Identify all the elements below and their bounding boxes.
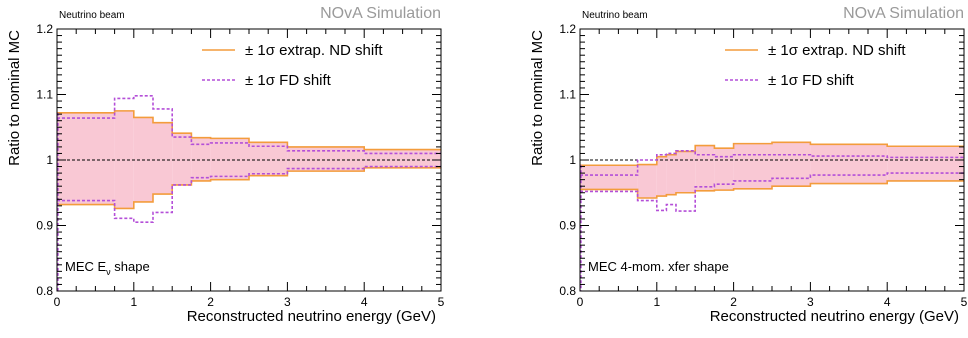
y-ticks [57,28,441,292]
y-tick-label: 1 [46,153,53,167]
band-bin [695,145,715,191]
panel-label: MEC 4-mom. xfer shape [588,259,729,274]
watermark: NOvA Simulation [320,5,441,22]
x-tick-label: 4 [361,295,368,309]
panel-label-suffix: shape [111,259,150,274]
y-tick-label: 0.8 [559,284,576,298]
y-ticks [580,28,964,292]
nd-band [57,110,441,209]
x-tick-label: 2 [207,295,214,309]
y-tick-label: 0.9 [559,219,576,233]
x-tick-label: 2 [730,295,737,309]
x-ticks [579,29,965,291]
legend-label-1: ± 1σ extrap. ND shift [768,42,906,59]
fd-shift-lower-line [57,165,441,224]
x-tick-label: 0 [577,295,584,309]
y-tick-label: 1.2 [559,22,576,36]
x-ticks [56,29,442,291]
band-bin [57,112,115,205]
x-tick-label: 1 [653,295,660,309]
x-tick-label: 5 [438,295,445,309]
band-bin [810,144,888,184]
band-bin [676,151,696,193]
band-bin [637,164,657,198]
y-tick-label: 0.8 [36,284,53,298]
legend-label-2: ± 1σ FD shift [768,72,855,89]
chart-panel-2: 0 1 2 3 4 5 0.8 0.9 1 1.1 1.2 Reconstructed neutrin… [529,5,968,325]
x-axis-label: Reconstructed neutrino energy (GeV) [710,308,959,325]
y-tick-label: 1 [569,153,576,167]
chart-panel-1: 0 1 2 3 4 5 0.8 0.9 1 1.1 1.2 Reconstructed neutrin… [6,5,445,325]
panel-label-main: MEC E [65,259,107,274]
x-tick-label: 4 [884,295,891,309]
band-bin [172,133,192,185]
band-bin [887,146,964,181]
legend: ± 1σ extrap. ND shift ± 1σ FD shift [725,42,906,89]
watermark: NOvA Simulation [843,5,964,22]
y-tick-label: 1.2 [36,22,53,36]
band-bin [733,143,772,189]
band-bin [714,148,734,191]
band-bin [656,156,667,197]
nd-shift-lower-line [580,180,964,199]
band-bin [210,138,249,180]
fd-shift-lower-line [580,172,964,212]
band-bin [153,122,173,195]
panel-label: MEC Eν shape [65,259,150,277]
panel-label-subscript: ν [106,267,111,277]
x-axis-label: Reconstructed neutrino energy (GeV) [187,308,436,325]
legend-label-2: ± 1σ FD shift [245,72,332,89]
x-tick-label: 3 [284,295,291,309]
band-bin [580,165,638,190]
y-axis-label: Ratio to nominal MC [529,30,546,166]
band-bin [287,146,365,172]
band-bin [666,154,676,195]
x-tick-label: 0 [54,295,61,309]
beam-tag: Neutrino beam [582,10,648,21]
legend: ± 1σ extrap. ND shift ± 1σ FD shift [202,42,383,89]
panel-label-main: MEC 4-mom. xfer shape [588,259,729,274]
x-tick-label: 1 [130,295,137,309]
y-tick-label: 1.1 [559,88,576,102]
band-bin [772,142,811,187]
legend-label-1: ± 1σ extrap. ND shift [245,42,383,59]
band-bin [364,149,441,168]
beam-tag: Neutrino beam [59,10,125,21]
x-tick-label: 3 [807,295,814,309]
x-tick-label: 5 [961,295,968,309]
band-bin [249,142,288,176]
band-bin [191,137,211,181]
y-tick-label: 1.1 [36,88,53,102]
fd-shift-upper-line [57,95,441,155]
y-axis-label: Ratio to nominal MC [6,30,23,166]
y-tick-label: 0.9 [36,219,53,233]
